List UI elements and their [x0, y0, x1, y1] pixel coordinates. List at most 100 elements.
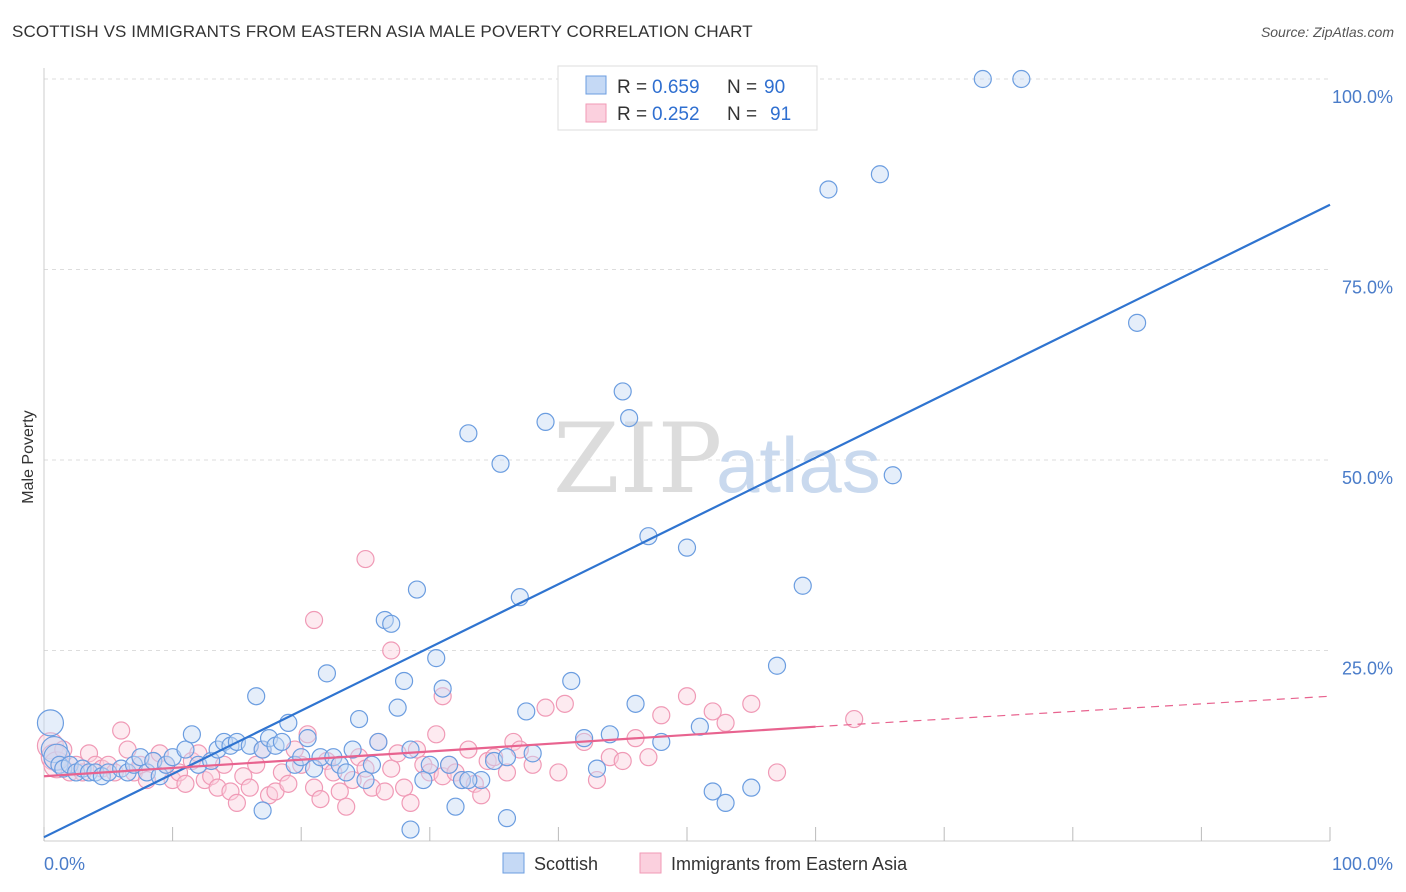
eastern-asia-point — [375, 782, 394, 801]
scottish-point — [253, 801, 272, 820]
scottish-point — [343, 740, 362, 759]
scottish-point — [1012, 69, 1031, 89]
legend-r-value-scottish: 0.659 — [652, 77, 700, 98]
scottish-point — [394, 671, 414, 691]
scottish-point — [626, 694, 645, 713]
eastern-asia-point — [497, 763, 517, 782]
eastern-asia-point — [555, 694, 574, 713]
eastern-asia-point — [221, 782, 240, 801]
y-tick-label-50: 50.0% — [1342, 468, 1393, 488]
eastern-asia-point — [356, 549, 375, 569]
eastern-asia-point — [202, 767, 221, 786]
gridlines — [44, 78, 1330, 651]
eastern-asia-point — [112, 721, 131, 740]
scottish-point — [497, 809, 517, 828]
y-tick-label-100: 100.0% — [1332, 87, 1393, 107]
bottom-legend-swatch-eastern-asia — [639, 852, 662, 874]
scottish-point — [973, 69, 992, 89]
scottish-point — [883, 466, 902, 485]
scottish-point — [427, 649, 446, 668]
scottish-point — [497, 748, 517, 767]
scottish-point — [298, 729, 317, 748]
scottish-point — [272, 732, 292, 752]
scottish-point — [562, 671, 581, 691]
x-tick-label-max: 100.0% — [1332, 854, 1393, 874]
eastern-asia-point — [79, 744, 99, 763]
scottish-point — [439, 755, 459, 774]
eastern-asia-point — [240, 778, 259, 797]
eastern-asia-point — [485, 748, 504, 767]
chart-title: SCOTTISH VS IMMIGRANTS FROM EASTERN ASIA… — [12, 22, 753, 41]
legend-r-value-eastern-asia: 0.252 — [652, 104, 700, 125]
eastern-asia-point — [337, 797, 356, 816]
scottish-point — [870, 165, 890, 184]
legend-r-label-eastern-asia: R = — [617, 104, 647, 125]
eastern-asia-point — [549, 763, 568, 782]
eastern-asia-point — [613, 751, 632, 771]
eastern-asia-point — [716, 713, 735, 732]
scottish-point — [247, 687, 266, 706]
eastern-asia-point — [304, 610, 324, 630]
eastern-asia-point — [472, 786, 491, 805]
eastern-asia-point — [401, 793, 420, 813]
scottish-point — [401, 820, 420, 839]
scottish-point — [369, 732, 388, 752]
eastern-asia-point — [414, 755, 433, 774]
scottish-point — [620, 408, 639, 428]
scottish-point — [433, 679, 452, 698]
eastern-asia-point — [54, 740, 73, 759]
scottish-point — [356, 770, 375, 790]
eastern-asia-point — [247, 755, 266, 774]
eastern-asia-point — [311, 789, 330, 809]
scottish-point — [401, 740, 420, 759]
x-tick-label-min: 0.0% — [44, 854, 85, 874]
scottish-point — [452, 770, 472, 790]
legend-r-label-scottish: R = — [617, 77, 647, 98]
eastern-asia-point — [234, 767, 253, 786]
bottom-legend-label-eastern-asia: Immigrants from Eastern Asia — [671, 854, 908, 874]
legend-n-label-scottish: N = — [727, 77, 757, 98]
scottish-point — [388, 698, 407, 717]
legend-swatch-scottish — [585, 75, 607, 95]
scottish-point — [472, 770, 491, 790]
scottish-point — [414, 770, 433, 790]
x-tick-labels: 0.0% 100.0% — [44, 854, 1393, 874]
scottish-point — [317, 664, 337, 683]
watermark: ZIP atlas — [553, 403, 881, 515]
y-tick-labels: 100.0% 75.0% 50.0% 25.0% — [1332, 87, 1393, 679]
scottish-point — [420, 755, 439, 774]
eastern-asia-trend-line — [43, 725, 816, 778]
eastern-asia-trend-extension — [815, 695, 1331, 728]
scottish-point — [491, 454, 510, 473]
scottish-point — [349, 709, 369, 729]
legend-n-label-eastern-asia: N = — [727, 104, 757, 125]
eastern-asia-point — [767, 763, 787, 782]
scottish-point — [523, 744, 542, 763]
eastern-asia-point — [742, 694, 761, 713]
eastern-asia-point — [652, 706, 671, 725]
scottish-point — [703, 782, 722, 801]
scottish-point — [819, 180, 838, 199]
y-tick-label-75: 75.0% — [1342, 278, 1393, 298]
scottish-point — [587, 759, 607, 778]
eastern-asia-point — [279, 774, 298, 793]
eastern-asia-point — [845, 709, 864, 729]
eastern-asia-point — [176, 774, 195, 793]
scottish-point — [36, 709, 65, 737]
legend-n-value-scottish: 90 — [764, 77, 785, 98]
stats-legend: R = 0.659 N = 90 R = 0.252 N = 91 — [557, 65, 818, 131]
eastern-asia-point — [407, 740, 427, 759]
eastern-asia-points — [36, 549, 864, 816]
eastern-asia-point — [324, 763, 343, 782]
scottish-point — [292, 748, 311, 767]
trend-lines — [43, 203, 1331, 839]
eastern-asia-point — [382, 641, 401, 660]
scottish-point — [742, 778, 761, 797]
scottish-point — [459, 770, 478, 790]
eastern-asia-point — [427, 725, 446, 744]
scottish-point — [767, 656, 787, 675]
source-label: Source: ZipAtlas.com — [1260, 24, 1394, 40]
scottish-point — [304, 759, 324, 778]
scottish-point — [677, 538, 697, 557]
scottish-point — [176, 740, 195, 759]
